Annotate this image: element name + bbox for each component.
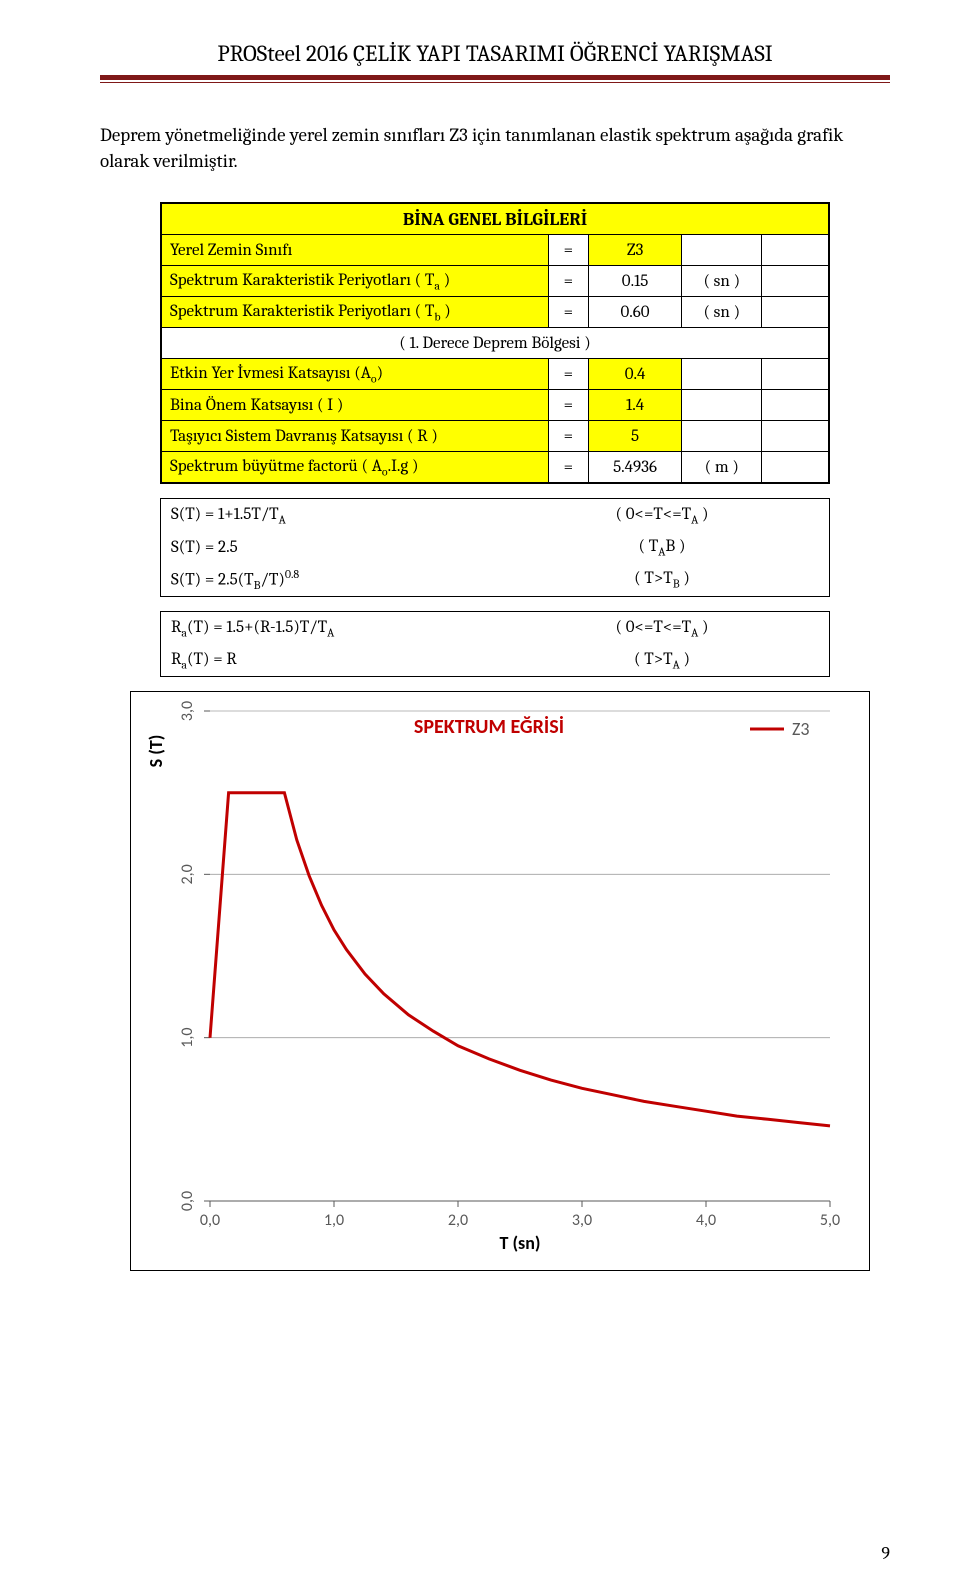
table-row-eq: = (548, 359, 588, 390)
table-row-empty (762, 452, 829, 483)
table-row-label: Spektrum Karakteristik Periyotları ( Tb … (162, 297, 549, 328)
svg-text:2,0: 2,0 (178, 865, 197, 885)
table-row-unit (682, 421, 762, 452)
table-row-value: Z3 (588, 235, 681, 266)
formula-left: S(T) = 1+1.5T/TA (161, 499, 495, 531)
formula-left: S(T) = 2.5 (161, 531, 495, 563)
table-row-eq: = (548, 297, 588, 328)
formula-right: ( TAB ) (495, 531, 829, 563)
page-number: 9 (881, 1543, 890, 1564)
table-row-value: 5 (588, 421, 681, 452)
table-row-eq: = (548, 266, 588, 297)
svg-text:1,0: 1,0 (178, 1028, 197, 1048)
header-rule-thin (100, 82, 890, 83)
svg-text:0,0: 0,0 (200, 1211, 220, 1230)
formula-left: S(T) = 2.5(TB/T)0.8 (161, 563, 495, 596)
intro-paragraph: Deprem yönetmeliğinde yerel zemin sınıfl… (100, 123, 890, 174)
table-title: BİNA GENEL BİLGİLERİ (162, 204, 829, 235)
svg-text:2,0: 2,0 (448, 1211, 468, 1230)
table-note-row: ( 1. Derece Deprem Bölgesi ) (162, 328, 829, 359)
svg-text:Z3: Z3 (792, 718, 810, 740)
table-row-eq: = (548, 421, 588, 452)
table-row-value: 0.15 (588, 266, 681, 297)
ra-formulas-block: Ra(T) = 1.5+(R-1.5)T/TA( 0<=T<=TA )Ra(T)… (160, 611, 830, 677)
table-row-eq: = (548, 452, 588, 483)
table-row-empty (762, 235, 829, 266)
table-row-empty (762, 297, 829, 328)
table-row-empty (762, 390, 829, 421)
table-row-label: Taşıyıcı Sistem Davranış Katsayısı ( R ) (162, 421, 549, 452)
table-row-empty (762, 421, 829, 452)
formula-right: ( 0<=T<=TA ) (495, 499, 829, 531)
spectrum-chart: 0,0 1,0 2,0 3,0 0,0 1,0 2,0 3,0 4,0 5,0 SPEKTRUM E… (130, 691, 860, 1275)
svg-text:3,0: 3,0 (572, 1211, 592, 1230)
table-row-eq: = (548, 235, 588, 266)
table-row-empty (762, 359, 829, 390)
table-row-value: 1.4 (588, 390, 681, 421)
svg-text:S (T): S (T) (145, 735, 167, 768)
formula-right: ( T>TB ) (495, 563, 829, 596)
svg-text:4,0: 4,0 (696, 1211, 716, 1230)
table-row-unit: ( sn ) (682, 266, 762, 297)
table-row-unit: ( m ) (682, 452, 762, 483)
table-row-label: Spektrum Karakteristik Periyotları ( Ta … (162, 266, 549, 297)
table-row-label: Etkin Yer İvmesi Katsayısı (Ao) (162, 359, 549, 390)
table-row-value: 5.4936 (588, 452, 681, 483)
table-row-value: 0.60 (588, 297, 681, 328)
header-rule-thick (100, 75, 890, 80)
table-row-label: Bina Önem Katsayısı ( I ) (162, 390, 549, 421)
spectrum-formulas-block: S(T) = 1+1.5T/TA( 0<=T<=TA )S(T) = 2.5( … (160, 498, 830, 597)
table-row-label: Yerel Zemin Sınıfı (162, 235, 549, 266)
formula-right: ( T>TA ) (495, 644, 829, 676)
table-row-eq: = (548, 390, 588, 421)
svg-text:T (sn): T (sn) (499, 1232, 540, 1254)
svg-text:3,0: 3,0 (178, 701, 197, 721)
svg-text:0,0: 0,0 (178, 1191, 197, 1211)
table-row-empty (762, 266, 829, 297)
table-row-unit: ( sn ) (682, 297, 762, 328)
page-header-title: PROSteel 2016 ÇELİK YAPI TASARIMI ÖĞRENC… (100, 40, 890, 73)
general-info-table: BİNA GENEL BİLGİLERİYerel Zemin Sınıfı=Z… (160, 202, 830, 484)
formula-right: ( 0<=T<=TA ) (495, 612, 829, 644)
svg-text:5,0: 5,0 (820, 1211, 840, 1230)
table-row-unit (682, 390, 762, 421)
svg-text:1,0: 1,0 (324, 1211, 344, 1230)
table-row-unit (682, 359, 762, 390)
svg-text:SPEKTRUM EĞRİSİ: SPEKTRUM EĞRİSİ (414, 715, 564, 739)
formula-left: Ra(T) = 1.5+(R-1.5)T/TA (161, 612, 495, 644)
table-row-unit (682, 235, 762, 266)
table-row-value: 0.4 (588, 359, 681, 390)
formula-left: Ra(T) = R (161, 644, 495, 676)
table-row-label: Spektrum büyütme factorü ( Ao.I.g ) (162, 452, 549, 483)
